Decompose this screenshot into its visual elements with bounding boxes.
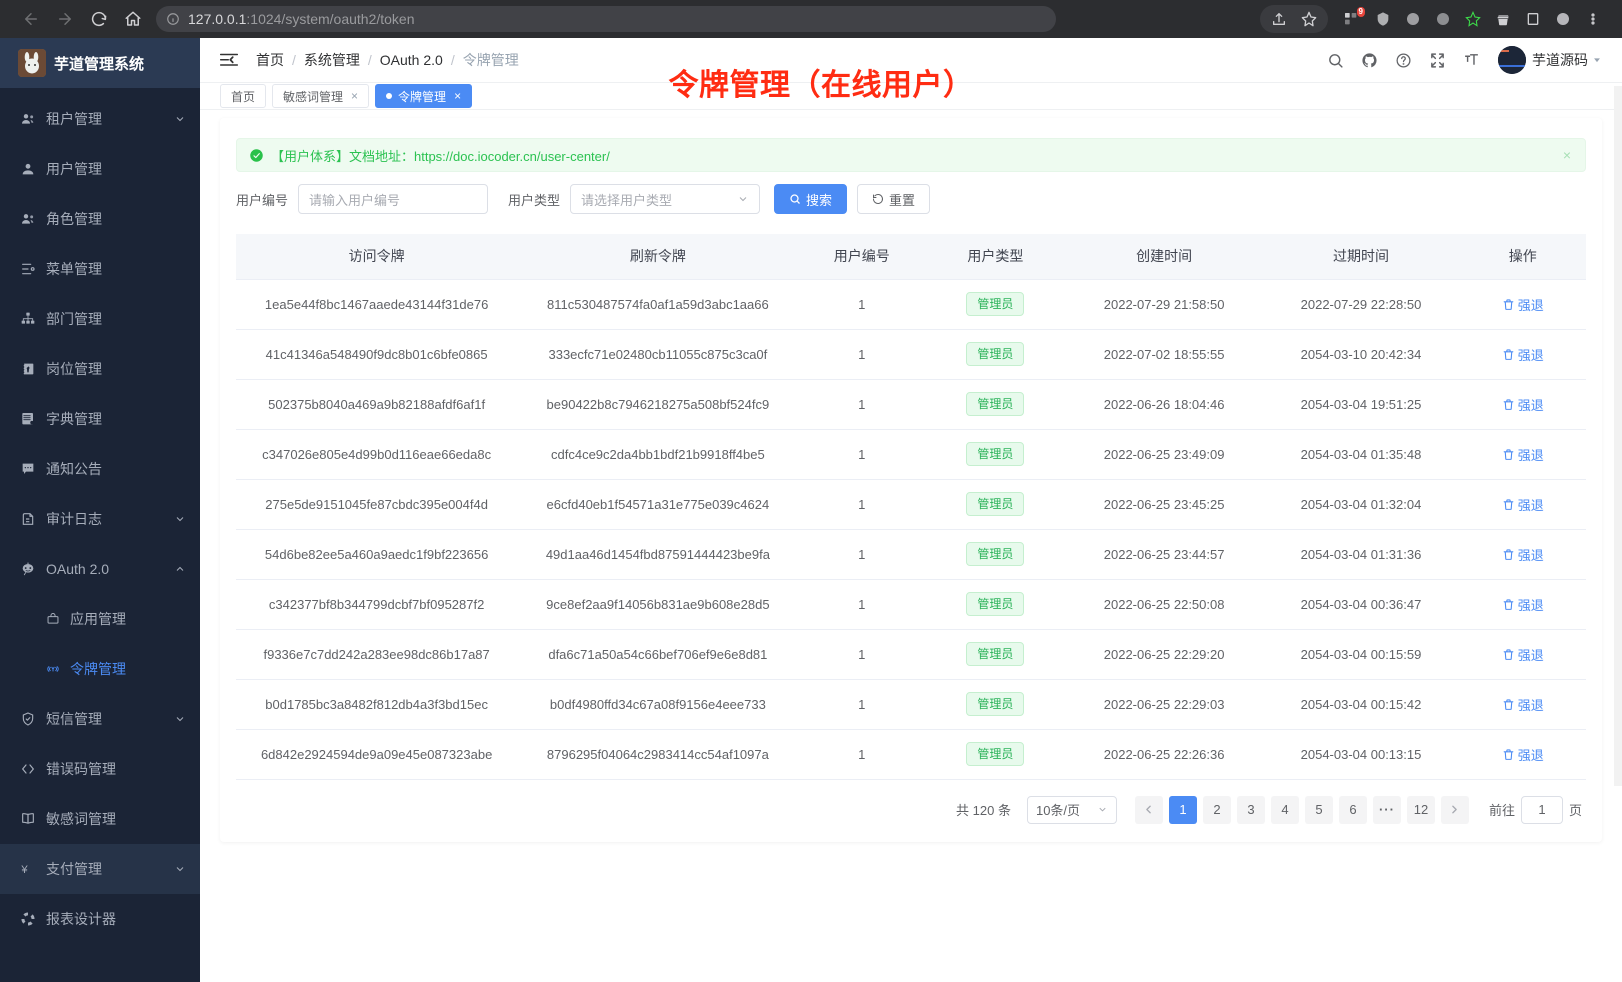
svg-text:¥: ¥ (20, 864, 28, 876)
